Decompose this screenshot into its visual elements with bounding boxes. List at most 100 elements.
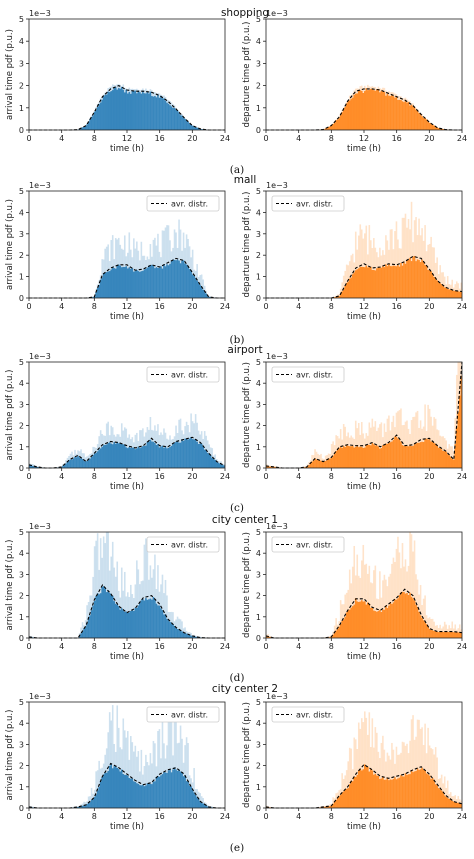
data-bar — [139, 785, 141, 808]
data-bar — [344, 106, 346, 130]
panel-caption: (b) — [230, 334, 245, 346]
data-bar — [206, 295, 209, 298]
spread-bar — [389, 229, 392, 298]
y-tick-label: 5 — [256, 15, 261, 24]
data-bar — [367, 766, 369, 808]
data-bar — [173, 767, 176, 808]
spread-bar — [365, 225, 368, 298]
data-bar — [107, 91, 109, 130]
data-bar — [130, 448, 132, 468]
data-bar — [437, 447, 440, 468]
spread-bar — [446, 276, 449, 298]
data-bar — [412, 106, 414, 130]
data-bar — [108, 593, 111, 638]
x-tick-label: 20 — [424, 134, 434, 143]
data-bar — [81, 631, 84, 638]
data-bar — [190, 270, 192, 298]
y-tick-label: 3 — [256, 59, 261, 68]
y-tick-label: 0 — [256, 126, 261, 135]
spread-bar — [170, 711, 173, 808]
y-tick-label: 0 — [256, 634, 261, 643]
data-bar — [442, 451, 444, 468]
x-tick-label: 20 — [187, 642, 197, 651]
y-tick-label: 3 — [19, 740, 24, 749]
spread-bar — [451, 621, 454, 638]
data-bar — [332, 124, 334, 130]
data-bar — [270, 466, 273, 468]
data-bar — [376, 445, 378, 468]
data-bar — [371, 269, 374, 298]
spread-bar — [96, 533, 99, 638]
legend-label: avr. distr. — [296, 541, 333, 550]
data-bar — [194, 794, 197, 808]
data-bar — [87, 803, 90, 808]
data-bar — [418, 113, 420, 130]
data-bar — [179, 630, 182, 638]
data-bar — [398, 439, 401, 468]
spread-bar — [122, 718, 125, 808]
data-bar — [122, 266, 125, 298]
data-bar — [142, 270, 144, 298]
spread-bar — [357, 235, 360, 298]
data-bar — [203, 291, 206, 298]
spread-bar — [403, 217, 405, 298]
data-bar — [318, 460, 321, 468]
spread-bar — [448, 625, 451, 638]
data-bar — [200, 129, 203, 130]
spread-bar — [111, 705, 114, 808]
spread-bar — [169, 714, 171, 808]
data-bar — [36, 466, 39, 468]
data-bar — [440, 449, 443, 468]
spread-bar — [136, 756, 138, 808]
panel-title: shopping — [221, 7, 269, 19]
data-bar — [102, 445, 105, 468]
panel-title: city center 1 — [212, 514, 278, 526]
data-bar — [323, 461, 325, 468]
spread-bar — [211, 806, 214, 808]
data-bar — [95, 595, 97, 638]
spread-bar — [403, 742, 405, 808]
data-bar — [95, 452, 97, 468]
spread-bar — [324, 637, 327, 638]
spread-bar — [32, 636, 34, 638]
legend: avr. distr. — [146, 366, 220, 383]
data-bar — [392, 265, 395, 298]
data-bar — [143, 93, 146, 130]
data-bar — [442, 129, 444, 130]
data-bar — [327, 126, 330, 130]
data-bar — [449, 456, 452, 468]
y-tick-label: 1 — [256, 783, 261, 792]
spread-bar — [457, 283, 460, 298]
data-bar — [137, 271, 140, 298]
data-bar — [169, 105, 171, 130]
y-tick-label: 1 — [19, 613, 24, 622]
data-bar — [30, 465, 33, 468]
data-bar — [360, 90, 363, 130]
data-bar — [458, 803, 461, 808]
x-tick-label: 8 — [92, 302, 97, 311]
data-bar — [167, 770, 170, 808]
x-tick-label: 8 — [329, 302, 334, 311]
data-bar — [440, 790, 443, 808]
data-bar — [199, 443, 201, 468]
spread-bar — [436, 257, 438, 298]
data-bar — [360, 770, 363, 808]
spread-bar — [32, 806, 34, 808]
data-bar — [383, 444, 386, 468]
data-bar — [403, 445, 405, 468]
y-tick-label: 2 — [19, 592, 24, 601]
data-bar — [187, 439, 189, 468]
x-tick-label: 24 — [220, 134, 230, 143]
data-bar — [341, 112, 343, 130]
data-bar — [415, 770, 417, 808]
data-bar — [395, 599, 398, 638]
data-bar — [439, 631, 441, 638]
data-bar — [179, 442, 182, 468]
spread-bar — [127, 731, 129, 808]
data-bar — [335, 451, 337, 468]
data-bar — [220, 464, 223, 468]
spread-bar — [454, 624, 457, 638]
data-bar — [392, 439, 395, 468]
